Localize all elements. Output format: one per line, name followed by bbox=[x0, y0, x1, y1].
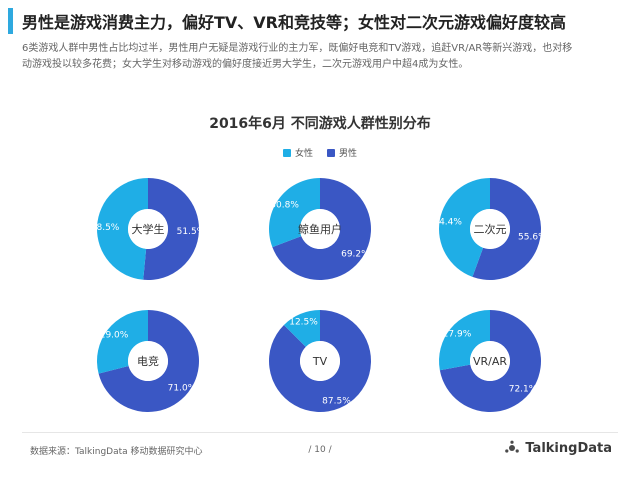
page-number: / 10 / bbox=[308, 445, 332, 455]
donut-group-4: 电竞 71.0% 29.0% bbox=[97, 310, 199, 413]
data-source: 数据来源：TalkingData 移动数据研究中心 bbox=[30, 447, 203, 457]
donut-group-3: 二次元 55.6% 44.4% bbox=[433, 178, 547, 280]
title-accent-bar bbox=[8, 8, 13, 34]
footer-divider bbox=[22, 432, 618, 433]
page-description: 6类游戏人群中男性占比均过半，男性用户无疑是游戏行业的主力军，既偏好电竞和TV游… bbox=[22, 43, 573, 70]
slice-male-tv bbox=[269, 310, 372, 413]
chart-title: 2016年6月 不同游戏人群性别分布 bbox=[209, 116, 431, 132]
value-label-female-tv: 12.5% bbox=[289, 317, 318, 327]
donut-hole-tv bbox=[300, 341, 340, 381]
donut-vrar: VR/AR 72.1% 27.9% bbox=[439, 310, 542, 412]
legend-item-female: 女性 bbox=[282, 146, 313, 159]
value-label-female-group-2: 30.8% bbox=[270, 201, 299, 211]
brand-logo: TalkingData bbox=[504, 440, 612, 456]
donut-hole-vrar bbox=[470, 341, 510, 381]
slice-male-group-2 bbox=[272, 178, 371, 281]
value-label-male-tv: 87.5% bbox=[322, 397, 351, 407]
donut-hole-group-3 bbox=[470, 209, 510, 249]
slice-female-vrar bbox=[439, 310, 490, 371]
slice-male-group-3 bbox=[472, 178, 542, 280]
value-label-male-group-1: 51.5% bbox=[177, 227, 206, 237]
slice-female-tv bbox=[283, 310, 320, 347]
brand-name: TalkingData bbox=[525, 440, 612, 456]
donut-tv: TV 87.5% 12.5% bbox=[269, 310, 372, 413]
donut-hole-group-1 bbox=[128, 209, 168, 249]
legend-item-male: 男性 bbox=[327, 146, 357, 159]
value-label-male-group-4: 71.0% bbox=[168, 383, 197, 393]
category-label-group-4: 电竞 bbox=[137, 354, 159, 368]
value-label-male-group-3: 55.6% bbox=[518, 233, 547, 243]
slice-female-group-1 bbox=[97, 178, 148, 280]
slice-female-group-3 bbox=[439, 178, 490, 277]
category-label-tv: TV bbox=[312, 355, 328, 368]
slice-male-vrar bbox=[439, 310, 542, 412]
legend-label-female: 女性 bbox=[294, 149, 313, 159]
value-label-female-group-4: 29.0% bbox=[100, 331, 129, 341]
slice-female-group-4 bbox=[97, 310, 148, 374]
donut-group-1: 大学生 51.5% 48.5% bbox=[91, 178, 206, 281]
donut-hole-group-4 bbox=[128, 341, 168, 381]
value-label-female-group-1: 48.5% bbox=[91, 223, 120, 233]
slice-male-group-1 bbox=[143, 178, 200, 281]
value-label-female-vrar: 27.9% bbox=[443, 329, 472, 339]
legend-swatch-male bbox=[327, 148, 335, 157]
talkingdata-logo-icon bbox=[505, 440, 520, 453]
slice-male-group-4 bbox=[98, 310, 199, 413]
value-label-male-vrar: 72.1% bbox=[509, 385, 538, 395]
value-label-female-group-3: 44.4% bbox=[433, 217, 462, 227]
category-label-vrar: VR/AR bbox=[473, 355, 507, 368]
value-label-male-group-2: 69.2% bbox=[341, 249, 370, 259]
category-label-group-3: 二次元 bbox=[474, 222, 507, 236]
category-label-group-1: 大学生 bbox=[132, 222, 165, 236]
chart-legend: 女性 男性 bbox=[0, 146, 640, 159]
legend-label-male: 男性 bbox=[339, 149, 358, 159]
slice-female-group-2 bbox=[269, 178, 320, 248]
donut-hole-group-2 bbox=[300, 209, 340, 249]
legend-swatch-female bbox=[282, 148, 291, 157]
donut-group-2: 鲸鱼用户 69.2% 30.8% bbox=[269, 178, 371, 281]
category-label-group-2: 鲸鱼用户 bbox=[298, 222, 342, 236]
page-title: 男性是游戏消费主力，偏好TV、VR和竞技等；女性对二次元游戏偏好度较高 bbox=[22, 13, 567, 32]
